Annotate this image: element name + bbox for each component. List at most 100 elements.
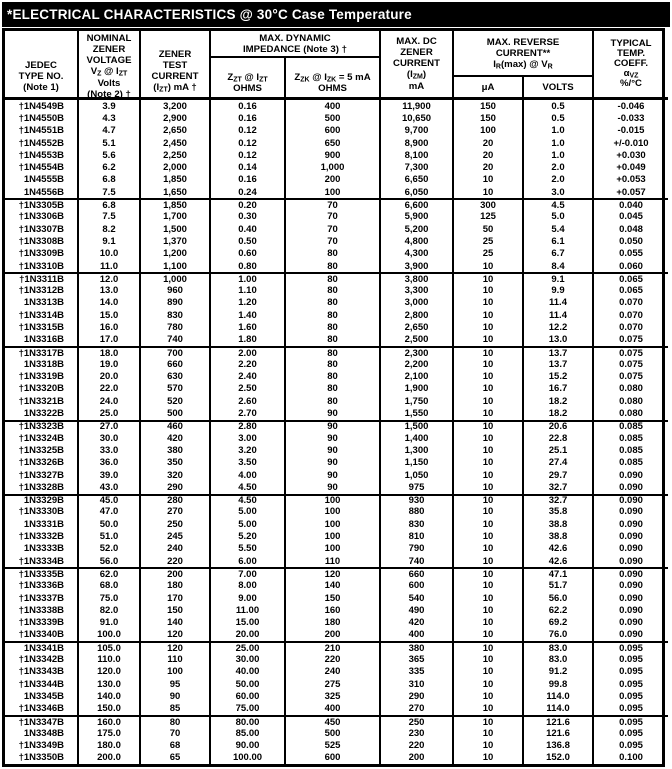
value-cell: 0.090 <box>619 617 643 629</box>
value-cell: 22.8 <box>524 432 594 445</box>
value-cell: 400 <box>286 702 381 715</box>
value-cell: 47.1 <box>524 567 594 580</box>
value-cell: 490 <box>381 604 454 617</box>
type-no-cell: †1N3320B <box>5 382 79 396</box>
value-cell: 10 <box>454 493 524 506</box>
value-cell: 4.3 <box>79 112 141 125</box>
value-cell: 6.1 <box>524 235 594 248</box>
value-cell: 2,900 <box>141 112 211 125</box>
value-cell: 30.00 <box>211 653 286 666</box>
value-cell: 110.0 <box>79 653 141 666</box>
value-cell: 80.00 <box>211 714 286 728</box>
value-cell: 1.0 <box>524 149 594 162</box>
type-no-cell: †1N3310B <box>5 259 79 273</box>
value-cell: 22.0 <box>79 382 141 396</box>
type-no-cell: 1N3348B <box>5 727 79 740</box>
value-cell: 38.8 <box>524 518 594 531</box>
value-cell: 42.6 <box>524 542 594 555</box>
value-cell: 520 <box>141 395 211 408</box>
reverse-current-band-label: MAX. REVERSE CURRENT** IR(max) @ VR <box>454 31 592 77</box>
value-cell: 52.0 <box>79 542 141 555</box>
value-cell: 0.085 <box>594 419 668 432</box>
value-cell: 790 <box>381 542 454 555</box>
value-cell: 380 <box>381 641 454 654</box>
value-cell: 2.00 <box>211 345 286 359</box>
value-cell: 0.090 <box>619 629 643 641</box>
col-group-max-reverse-current: MAX. REVERSE CURRENT** IR(max) @ VR μA VOL… <box>454 31 594 100</box>
value-cell: 25.0 <box>79 407 141 420</box>
value-cell: +0.057 <box>616 186 646 198</box>
value-cell: 80 <box>286 358 381 371</box>
col-header-zener-test-current: ZENER TEST CURRENT (IZT) mA † <box>141 31 211 100</box>
value-cell: 1.60 <box>211 321 286 334</box>
value-cell: 10 <box>454 567 524 580</box>
value-cell: 100 <box>286 542 381 555</box>
value-cell: 0.070 <box>619 309 643 321</box>
value-cell: 170 <box>141 591 211 605</box>
value-cell: 0.095 <box>619 654 643 665</box>
value-cell: 90.00 <box>211 739 286 752</box>
value-cell: 220 <box>141 554 211 568</box>
value-cell: 0.16 <box>211 100 286 113</box>
value-cell: 830 <box>141 309 211 322</box>
value-cell: 0.075 <box>619 371 643 383</box>
value-cell: 10 <box>454 382 524 396</box>
value-cell: 8,100 <box>381 149 454 162</box>
value-cell: 810 <box>381 530 454 543</box>
value-cell: 83.0 <box>524 641 594 654</box>
value-cell: 32.7 <box>524 481 594 494</box>
impedance-subheaders: ZZT @ IZT OHMS ZZK @ IZK = 5 mA OHMS <box>211 58 379 97</box>
value-cell: 65 <box>141 751 211 765</box>
value-cell: 140 <box>141 616 211 629</box>
type-no-cell: †1N3307B <box>5 222 79 236</box>
value-cell: 1,850 <box>141 173 211 187</box>
value-cell: 180.0 <box>79 739 141 752</box>
value-cell: 6.2 <box>79 161 141 174</box>
col-header-volts: VOLTS <box>542 81 574 93</box>
value-cell: 5.50 <box>211 542 286 555</box>
value-cell: 19.0 <box>79 358 141 371</box>
value-cell: 15.0 <box>79 309 141 322</box>
value-cell: 0.090 <box>619 531 643 543</box>
type-no-cell: †1N3305B <box>5 198 79 211</box>
value-cell: 0.5 <box>524 100 594 113</box>
value-cell: 27.0 <box>79 419 141 433</box>
value-cell: 10 <box>454 395 524 408</box>
type-no-cell: †1N4549B <box>5 100 79 113</box>
value-cell: 4.5 <box>524 198 594 211</box>
value-cell: 200.0 <box>79 751 141 765</box>
value-cell: 0.075 <box>619 358 643 370</box>
electrical-characteristics-table: JEDEC TYPE NO. (Note 1) NOMINAL ZENER VOLTAG… <box>2 28 668 768</box>
type-no-cell: †1N4552B <box>5 136 79 150</box>
value-cell: 70 <box>286 235 381 248</box>
value-cell: 10 <box>454 690 524 703</box>
type-no-cell: †1N3337B <box>5 591 79 605</box>
value-cell: 7.5 <box>79 186 141 199</box>
col-header-max-dc-zener-current: MAX. DC ZENER CURRENT (IZM) mA <box>381 31 454 100</box>
value-cell: 125 <box>454 210 524 223</box>
value-cell: 460 <box>141 419 211 433</box>
value-cell: 32.7 <box>524 493 594 506</box>
value-cell: 20.6 <box>524 419 594 433</box>
value-cell: 1,150 <box>381 456 454 469</box>
value-cell: 70 <box>141 727 211 740</box>
type-no-cell: †1N4551B <box>5 124 79 137</box>
value-cell: 13.0 <box>79 284 141 297</box>
value-cell: 4.7 <box>79 124 141 137</box>
value-cell: 10 <box>454 309 524 322</box>
value-cell: 11,900 <box>381 100 454 113</box>
value-cell: 10 <box>454 444 524 457</box>
value-cell: 525 <box>286 739 381 752</box>
value-cell: 13.0 <box>524 333 594 346</box>
value-cell: 11.0 <box>79 259 141 273</box>
value-cell: 0.070 <box>619 297 643 309</box>
value-cell: 9.1 <box>79 235 141 248</box>
value-cell: 51.0 <box>79 530 141 543</box>
value-cell: 630 <box>141 370 211 383</box>
value-cell: 10 <box>454 579 524 592</box>
value-cell: 210 <box>286 641 381 654</box>
type-no-cell: †1N3325B <box>5 444 79 457</box>
value-cell: 2.20 <box>211 358 286 371</box>
value-cell: 110 <box>141 653 211 666</box>
type-no-cell: †1N4553B <box>5 149 79 162</box>
